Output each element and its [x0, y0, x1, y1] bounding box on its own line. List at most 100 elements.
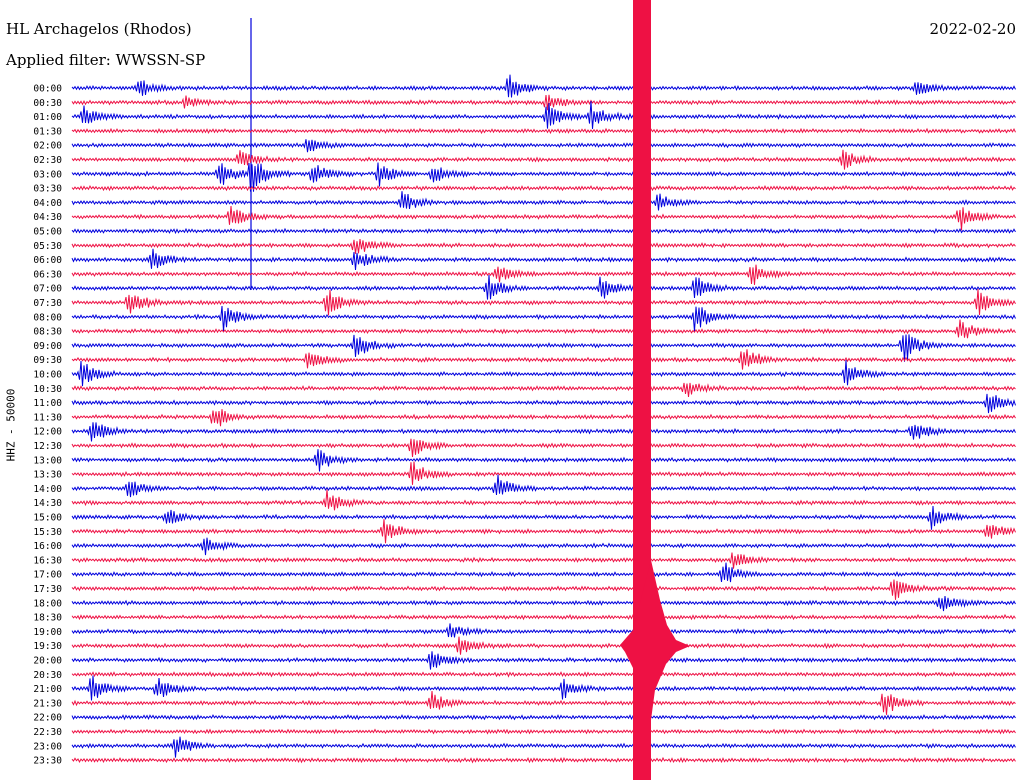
trace-label: 04:00 — [33, 198, 62, 209]
trace-line — [71, 690, 1016, 715]
trace-label: 11:30 — [33, 412, 62, 423]
trace-label: 11:00 — [33, 398, 62, 409]
trace-line — [71, 636, 1016, 655]
trace-line — [71, 474, 1016, 498]
trace-label: 15:30 — [33, 527, 62, 538]
trace-line — [71, 205, 1016, 231]
trace-label: 07:00 — [33, 284, 62, 295]
trace-line — [71, 728, 1016, 735]
trace-label: 17:30 — [33, 584, 62, 595]
trace-line — [71, 562, 1016, 583]
large-event-coda — [620, 560, 690, 720]
trace-label: 16:30 — [33, 555, 62, 566]
trace-label: 22:00 — [33, 713, 62, 724]
trace-label: 12:30 — [33, 441, 62, 452]
trace-line — [71, 334, 1016, 362]
trace-line — [71, 506, 1016, 530]
trace-label: 09:30 — [33, 355, 62, 366]
date-label: 2022-02-20 — [929, 20, 1016, 38]
trace-line — [71, 227, 1016, 235]
trace-label: 17:00 — [33, 570, 62, 581]
trace-line — [71, 409, 1016, 427]
trace-label: 06:00 — [33, 255, 62, 266]
trace-line — [71, 623, 1016, 638]
trace-label: 03:30 — [33, 184, 62, 195]
trace-label: 21:30 — [33, 698, 62, 709]
trace-label: 05:30 — [33, 241, 62, 252]
trace-label: 03:00 — [33, 169, 62, 180]
trace-line — [71, 288, 1016, 316]
trace-line — [71, 184, 1016, 192]
trace-label: 19:00 — [33, 627, 62, 638]
trace-label: 01:00 — [33, 112, 62, 123]
trace-label: 23:00 — [33, 741, 62, 752]
trace-label: 20:00 — [33, 656, 62, 667]
trace-label: 10:30 — [33, 384, 62, 395]
trace-line — [71, 736, 1016, 758]
trace-line — [71, 613, 1016, 621]
trace-line — [71, 438, 1016, 458]
trace-label: 14:30 — [33, 498, 62, 509]
traces — [71, 74, 1016, 764]
trace-label: 22:30 — [33, 727, 62, 738]
trace-line — [71, 360, 1016, 387]
trace-label: 10:00 — [33, 370, 62, 381]
trace-line — [71, 675, 1016, 701]
trace-line — [71, 382, 1016, 397]
trace-label: 23:30 — [33, 756, 62, 767]
trace-label: 08:00 — [33, 312, 62, 323]
trace-label: 00:00 — [33, 84, 62, 95]
trace-line — [71, 127, 1016, 135]
trace-label: 09:00 — [33, 341, 62, 352]
trace-line — [71, 264, 1016, 285]
trace-line — [71, 248, 1016, 270]
trace-label: 04:30 — [33, 212, 62, 223]
trace-line — [71, 519, 1016, 544]
trace-line — [71, 651, 1016, 670]
time-labels: 00:00 00:30 01:00 01:30 02:00 02:30 03:00 03:30… — [33, 84, 62, 767]
y-axis-label: HHZ - 50000 — [4, 388, 18, 462]
trace-label: 14:00 — [33, 484, 62, 495]
trace-label: 01:30 — [33, 126, 62, 137]
trace-line — [71, 461, 1016, 485]
trace-label: 08:30 — [33, 327, 62, 338]
trace-label: 06:30 — [33, 269, 62, 280]
trace-label: 00:30 — [33, 98, 62, 109]
trace-line — [71, 422, 1016, 442]
trace-line — [71, 275, 1016, 300]
trace-label: 19:30 — [33, 641, 62, 652]
trace-label: 05:00 — [33, 227, 62, 238]
trace-label: 15:00 — [33, 513, 62, 524]
trace-line — [71, 319, 1016, 339]
station-name: HL Archagelos (Rhodos) — [6, 20, 192, 38]
trace-label: 18:30 — [33, 613, 62, 624]
trace-line — [71, 191, 1016, 211]
trace-line — [71, 238, 1016, 254]
trace-line — [71, 537, 1016, 556]
trace-line — [71, 713, 1016, 721]
trace-line — [71, 671, 1016, 678]
filter-label: Applied filter: WWSSN-SP — [6, 51, 206, 69]
trace-line — [71, 94, 1016, 111]
trace-line — [71, 149, 1016, 170]
trace-label: 02:30 — [33, 155, 62, 166]
trace-label: 18:00 — [33, 598, 62, 609]
trace-label: 16:00 — [33, 541, 62, 552]
trace-label: 20:30 — [33, 670, 62, 681]
trace-line — [71, 74, 1016, 98]
trace-line — [71, 596, 1016, 612]
trace-label: 12:00 — [33, 427, 62, 438]
trace-line — [71, 489, 1016, 511]
trace-line — [71, 139, 1016, 153]
trace-label: 07:30 — [33, 298, 62, 309]
trace-line — [71, 101, 1016, 129]
trace-label: 21:00 — [33, 684, 62, 695]
trace-line — [71, 306, 1016, 332]
trace-line — [71, 552, 1016, 569]
trace-label: 02:00 — [33, 141, 62, 152]
trace-label: 13:00 — [33, 455, 62, 466]
trace-line — [71, 349, 1016, 370]
trace-line — [71, 579, 1016, 600]
trace-label: 13:30 — [33, 470, 62, 481]
